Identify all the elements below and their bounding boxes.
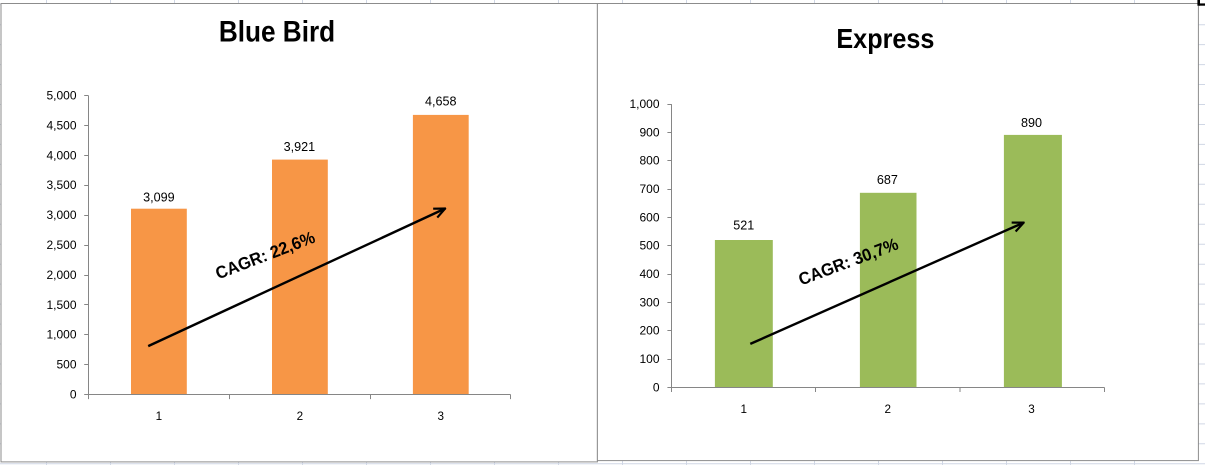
svg-text:4,658: 4,658	[425, 95, 457, 109]
svg-text:3,921: 3,921	[284, 140, 316, 154]
svg-text:1: 1	[741, 403, 748, 416]
svg-text:100: 100	[639, 352, 659, 366]
svg-text:2: 2	[297, 410, 304, 423]
svg-text:1: 1	[156, 410, 163, 423]
svg-text:500: 500	[56, 358, 76, 372]
svg-text:4,000: 4,000	[46, 148, 76, 162]
svg-text:2: 2	[884, 403, 891, 416]
svg-text:1,500: 1,500	[46, 298, 76, 312]
svg-text:3,000: 3,000	[46, 208, 76, 222]
svg-text:300: 300	[639, 295, 659, 309]
svg-text:2,000: 2,000	[46, 268, 76, 282]
svg-text:1,000: 1,000	[46, 328, 76, 342]
svg-text:0: 0	[70, 388, 77, 402]
svg-text:500: 500	[639, 239, 659, 253]
svg-text:3,099: 3,099	[143, 190, 175, 204]
svg-text:4,500: 4,500	[46, 118, 76, 132]
svg-text:521: 521	[733, 219, 754, 233]
svg-text:800: 800	[639, 154, 659, 168]
svg-text:3,500: 3,500	[46, 178, 76, 192]
svg-text:3: 3	[1028, 403, 1035, 416]
svg-text:1,000: 1,000	[629, 97, 659, 111]
svg-text:2,500: 2,500	[46, 238, 76, 252]
svg-text:Blue Bird: Blue Bird	[219, 16, 335, 49]
svg-text:5,000: 5,000	[46, 89, 76, 103]
svg-text:200: 200	[639, 324, 659, 338]
svg-text:3: 3	[438, 410, 445, 423]
svg-text:Express: Express	[836, 23, 934, 54]
svg-text:687: 687	[877, 173, 898, 187]
svg-text:700: 700	[639, 182, 659, 196]
svg-text:890: 890	[1021, 116, 1042, 130]
svg-text:900: 900	[639, 125, 659, 139]
svg-text:400: 400	[639, 267, 659, 281]
svg-text:600: 600	[639, 210, 659, 224]
svg-text:0: 0	[653, 380, 660, 394]
